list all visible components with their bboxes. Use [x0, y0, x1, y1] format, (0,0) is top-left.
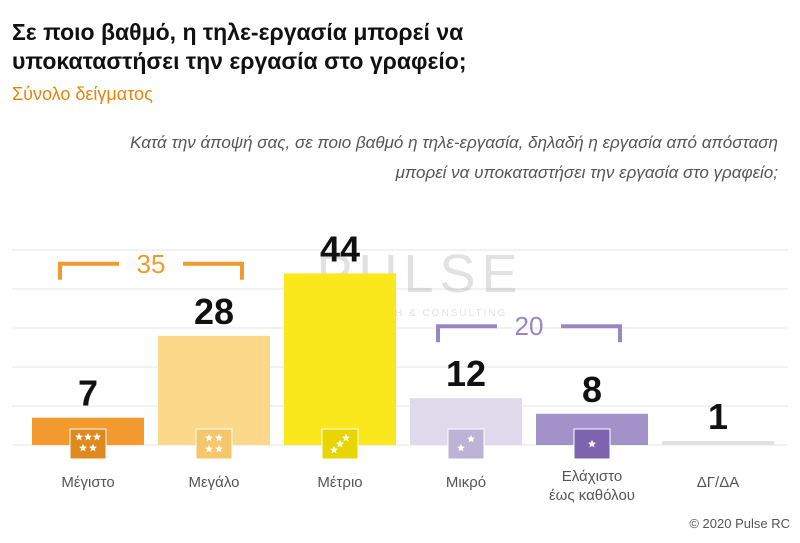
star-shape: [89, 443, 97, 452]
star-shape: [215, 433, 223, 442]
bar: [284, 273, 396, 445]
star-icon: [573, 428, 611, 460]
star-shape: [205, 444, 213, 453]
category-label: Μεγάλο: [189, 474, 240, 491]
category-label: Μικρό: [446, 474, 486, 491]
category-label: Μέγιστο: [61, 474, 114, 491]
bar: [662, 441, 774, 445]
data-label: 12: [446, 353, 486, 394]
category-label-line: έως καθόλου: [549, 487, 635, 504]
bracket-line: [58, 261, 244, 280]
survey-question: Κατά την άποψή σας, σε ποιο βαθμό η τηλε…: [130, 133, 778, 182]
data-label: 44: [320, 228, 360, 269]
star-shape: [215, 444, 223, 453]
star-shape: [588, 439, 596, 448]
category-label-line: Μικρό: [446, 474, 486, 491]
category-label-line: Μέγιστο: [61, 474, 114, 491]
star-icon: [447, 428, 485, 460]
star-shape: [330, 445, 338, 454]
star-shape: [467, 434, 475, 443]
data-label: 1: [708, 396, 728, 437]
bars: 7 Μέγιστο 28 Μεγάλο 44 Μέτριο 12 Μικρό 8 Ελάχιστο…: [32, 228, 774, 504]
star-icon-box: [447, 428, 485, 460]
bracket-label: 20: [515, 311, 544, 341]
category-label-line: Μεγάλο: [189, 474, 240, 491]
group-brackets: 35 20: [58, 249, 622, 343]
category-label-line: ΔΓ/ΔΑ: [697, 474, 739, 491]
star-shape: [205, 433, 213, 442]
watermark-sub: RESEARCH & CONSULTING: [333, 308, 508, 319]
star-icon: [321, 428, 359, 460]
data-label: 8: [582, 369, 602, 410]
category-label-line: Μέτριο: [317, 474, 362, 491]
copyright: © 2020 Pulse RC: [689, 516, 790, 531]
star-shape: [93, 432, 101, 441]
group-bracket: 35: [58, 249, 244, 280]
bar: [158, 335, 270, 445]
star-shape: [75, 432, 83, 441]
page-subtitle: Σύνολο δείγματος: [12, 84, 153, 104]
category-label: ΔΓ/ΔΑ: [697, 474, 739, 491]
category-label: Μέτριο: [317, 474, 362, 491]
star-shape: [457, 443, 465, 452]
page-title: Σε ποιο βαθμό, η τηλε-εργασία μπορεί να …: [12, 19, 467, 74]
star-shape: [79, 443, 87, 452]
bracket-label: 35: [137, 249, 166, 279]
data-label: 7: [78, 373, 98, 414]
bracket-line: [436, 324, 622, 343]
star-icon: [195, 428, 233, 460]
star-shape: [336, 439, 344, 448]
category-label-line: Ελάχιστο: [562, 468, 622, 485]
group-bracket: 20: [436, 311, 622, 343]
data-label: 28: [194, 291, 234, 332]
star-shape: [84, 432, 92, 441]
star-icon: [69, 428, 107, 460]
star-icon-box: [195, 428, 233, 460]
category-label: Ελάχιστο έως καθόλου: [549, 468, 635, 504]
star-shape: [342, 433, 350, 442]
